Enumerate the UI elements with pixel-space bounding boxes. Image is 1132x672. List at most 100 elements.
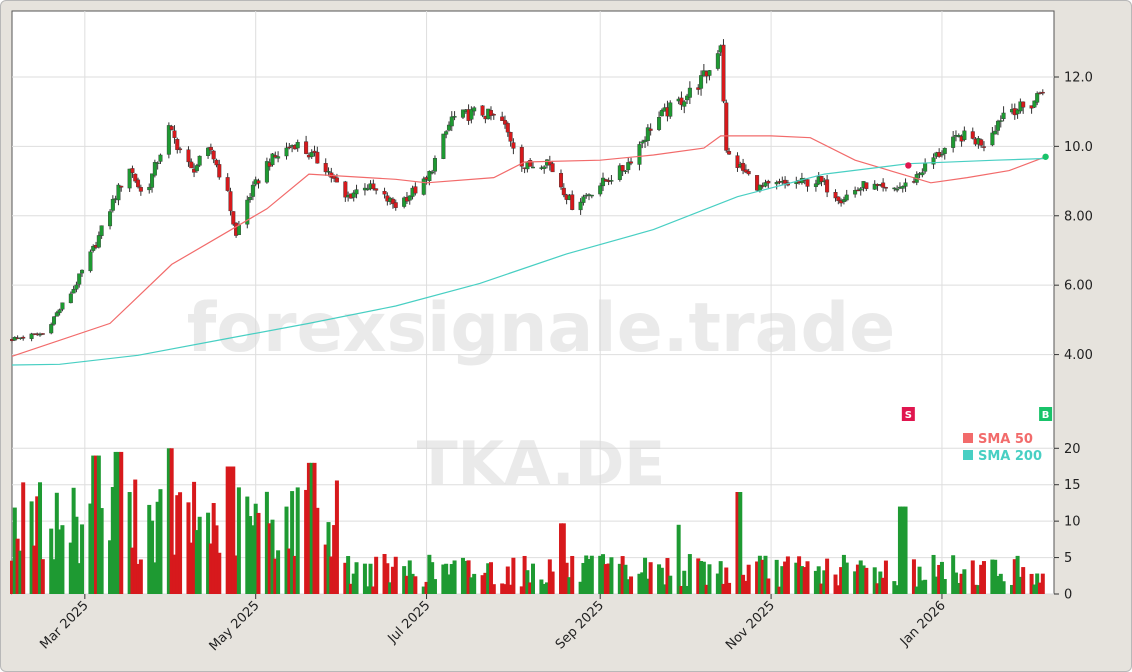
- legend: SMA 50 SMA 200: [963, 432, 1042, 464]
- volume-bar: [217, 552, 222, 594]
- volume-bar: [267, 523, 272, 594]
- volume-bar: [900, 506, 905, 594]
- volume-bar: [738, 492, 743, 594]
- candle-body: [194, 165, 199, 172]
- candle-body: [264, 161, 269, 183]
- volume-bar: [626, 579, 631, 594]
- candle-body: [858, 188, 863, 191]
- candle-body: [1032, 100, 1037, 108]
- candle-body: [836, 196, 841, 201]
- candle-body: [648, 128, 653, 131]
- candle-body: [721, 44, 726, 102]
- volume-bar: [956, 582, 961, 594]
- price-tick-label: 4.00: [1064, 348, 1093, 363]
- candle-body: [407, 195, 412, 201]
- volume-bar: [393, 556, 398, 594]
- candle-body: [71, 289, 76, 294]
- candle-body: [601, 177, 606, 187]
- volume-bar: [662, 584, 667, 594]
- candle-body: [138, 187, 143, 192]
- candle-body: [250, 184, 255, 197]
- candle-body: [1001, 112, 1006, 120]
- volume-bar: [52, 559, 57, 594]
- volume-bar: [169, 448, 174, 594]
- volume-bar: [402, 566, 407, 594]
- candle-body: [354, 189, 359, 195]
- candle-body: [900, 186, 905, 189]
- volume-bar: [385, 563, 390, 594]
- volume-bar: [937, 564, 942, 594]
- candle-body: [158, 154, 163, 162]
- candle-body: [805, 179, 810, 187]
- volume-bar: [962, 569, 967, 594]
- volume-bar: [312, 462, 317, 594]
- candle-body: [942, 147, 947, 154]
- volume-tick-label: 0: [1064, 588, 1072, 603]
- volume-bar: [637, 573, 642, 594]
- volume-bar: [410, 573, 415, 594]
- volume-bar: [743, 580, 748, 594]
- volume-bar: [897, 506, 902, 594]
- volume-bar: [49, 528, 54, 594]
- candle-body: [382, 191, 387, 195]
- volume-bar: [21, 482, 26, 594]
- candle-body: [248, 197, 253, 200]
- volume-bar: [444, 563, 449, 594]
- candle-body: [550, 163, 555, 173]
- candle-body: [60, 302, 65, 310]
- candle-body: [217, 164, 222, 178]
- volume-bar: [727, 582, 732, 594]
- date-tick-label: May 2025: [207, 598, 263, 654]
- volume-bar: [334, 480, 339, 594]
- candle-body: [432, 157, 437, 172]
- volume-bar: [10, 560, 14, 594]
- candle-body: [444, 131, 449, 135]
- volume-bar: [231, 466, 236, 594]
- volume-bar: [15, 538, 20, 594]
- volume-bar: [914, 586, 919, 594]
- volume-bar: [522, 555, 527, 594]
- candle-body: [178, 148, 183, 151]
- sell-signal-dot: [905, 162, 912, 169]
- candle-body: [208, 146, 213, 151]
- volume-bar: [959, 573, 964, 594]
- candle-body: [488, 110, 493, 116]
- volume-bar: [777, 586, 782, 594]
- candle-body: [287, 146, 292, 149]
- volume-bar: [715, 573, 720, 594]
- candle-body: [707, 70, 712, 76]
- candle-body: [169, 126, 174, 130]
- candle-body: [581, 196, 586, 203]
- candle-body: [629, 161, 634, 164]
- volume-bar: [234, 555, 239, 594]
- volume-bar: [696, 558, 701, 594]
- volume-bar: [645, 578, 650, 594]
- candle-body: [505, 123, 510, 133]
- volume-bar: [18, 550, 23, 594]
- volume-bar: [116, 451, 121, 594]
- volume-bar: [676, 524, 681, 594]
- volume-bar: [71, 487, 76, 594]
- volume-bar: [665, 558, 670, 594]
- volume-bar: [864, 567, 869, 594]
- volume-bar: [640, 572, 645, 594]
- candle-body: [99, 225, 104, 236]
- candle-body: [1015, 109, 1020, 115]
- volume-bar: [1035, 573, 1040, 594]
- volume-bar: [368, 563, 373, 594]
- volume-bar: [545, 582, 550, 594]
- legend-label-sma50: SMA 50: [978, 432, 1033, 447]
- volume-bar: [1032, 584, 1037, 594]
- candle-body: [74, 284, 79, 290]
- volume-bar: [68, 542, 73, 594]
- candle-body: [68, 293, 73, 304]
- volume-bar: [480, 575, 485, 594]
- volume-bar: [819, 583, 824, 594]
- candle-body: [119, 185, 124, 188]
- volume-bar: [763, 555, 768, 594]
- candle-body: [211, 150, 216, 160]
- candle-body: [920, 172, 925, 176]
- volume-bar: [430, 562, 435, 594]
- volume-bar: [525, 570, 530, 594]
